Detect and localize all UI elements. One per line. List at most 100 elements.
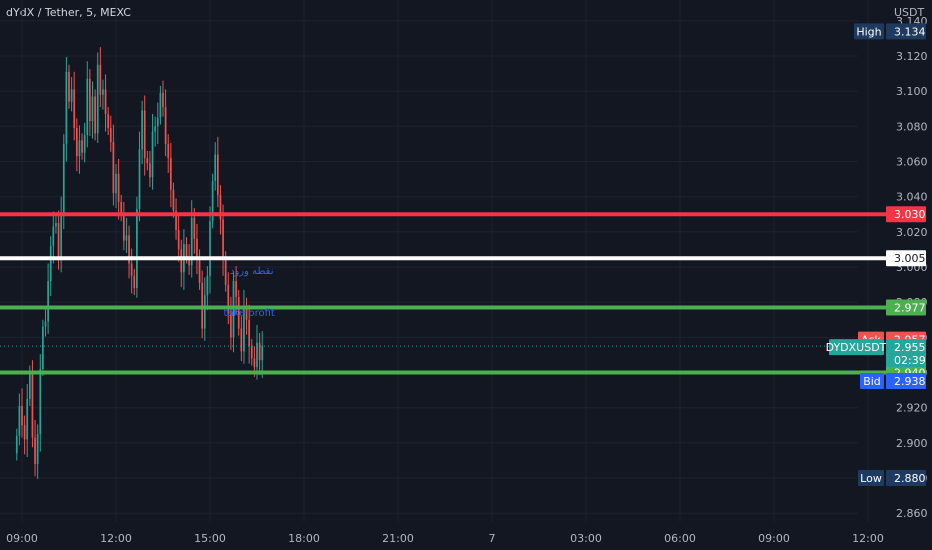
bid-tag-value: 2.938: [894, 375, 926, 388]
candle-body: [159, 92, 162, 118]
candle-body: [81, 140, 83, 153]
price-tags-layer: 3.0303.0052.9772.940High3.134Low2.880Ask…: [826, 23, 926, 487]
y-tick-label: 2.900: [896, 437, 928, 450]
candle-body: [70, 89, 73, 102]
level-tag: [886, 299, 926, 316]
time-axis[interactable]: 09:00 12:00 15:00 18:00 21:00 7 03:00 06:00 09:0…: [6, 532, 884, 545]
candle-body: [52, 226, 55, 246]
candle-body: [237, 296, 240, 329]
candle-body: [117, 173, 120, 202]
candle-body: [248, 319, 251, 347]
level-tag-label: 2.977: [894, 301, 926, 314]
candle-body: [185, 244, 188, 257]
candle-body: [253, 358, 256, 368]
candle-body: [42, 326, 44, 369]
candle-body: [75, 128, 78, 157]
candle-body: [15, 435, 18, 454]
candle-body: [86, 78, 89, 136]
bid-tag-label-box: [860, 373, 884, 390]
candle-body: [250, 346, 253, 359]
candle-body: [164, 106, 167, 144]
candle-body: [136, 208, 138, 289]
candle-body: [89, 78, 91, 122]
candle-body: [261, 346, 264, 361]
candle-body: [125, 235, 128, 241]
candle-body: [245, 307, 248, 320]
y-tick-label: 3.120: [896, 50, 928, 63]
x-tick-label: 06:00: [664, 532, 696, 545]
level-tag-label: 3.005: [894, 252, 926, 265]
candle-body: [243, 307, 245, 352]
symbol-tag-value-box: [886, 339, 926, 368]
candle-body: [49, 245, 52, 282]
candle-body: [94, 96, 96, 134]
high-tag-value-box: [886, 23, 926, 40]
x-tick-label: 12:00: [852, 532, 884, 545]
candle-body: [60, 214, 63, 260]
candles-layer: [15, 47, 264, 479]
candle-body: [138, 149, 141, 209]
candle-body: [162, 92, 164, 107]
candle-body: [26, 398, 29, 440]
candle-body: [133, 275, 136, 289]
x-tick-label: 09:00: [6, 532, 38, 545]
candle-body: [109, 128, 112, 143]
candle-body: [203, 295, 206, 329]
y-tick-label: 3.060: [896, 155, 928, 168]
candle-body: [258, 342, 261, 361]
chart-annotation: take profit: [223, 308, 274, 319]
chart-title: dYdX / Tether, 5, MEXC: [6, 6, 131, 19]
candle-body: [154, 126, 157, 132]
y-tick-label: 3.040: [896, 191, 928, 204]
candle-body: [115, 173, 117, 194]
candle-body: [122, 214, 125, 241]
level-tag-label: 3.030: [894, 208, 926, 221]
high-tag-label-box: [854, 23, 884, 40]
chart-annotation: نقطه ورود: [230, 266, 274, 277]
symbol-tag-label: DYDXUSDT: [826, 341, 887, 354]
candle-body: [146, 157, 149, 164]
candle-body: [28, 372, 31, 399]
x-tick-label: 03:00: [570, 532, 602, 545]
x-tick-label: 15:00: [194, 532, 226, 545]
candle-body: [36, 434, 39, 464]
candle-body: [141, 110, 143, 150]
candle-body: [120, 201, 123, 215]
candle-body: [175, 210, 177, 231]
chart-grid: [0, 0, 869, 522]
candle-body: [99, 64, 102, 95]
candle-body: [65, 71, 68, 144]
candle-body: [209, 221, 211, 276]
candle-body: [172, 189, 175, 211]
candle-body: [198, 256, 201, 283]
candle-body: [240, 328, 243, 352]
candle-body: [216, 154, 219, 195]
x-tick-label: 18:00: [288, 532, 320, 545]
candle-body: [188, 256, 190, 266]
candle-body: [149, 163, 151, 178]
y-tick-label: 2.860: [896, 507, 928, 520]
candle-body: [21, 405, 23, 426]
candle-body: [104, 89, 107, 114]
candle-body: [190, 217, 193, 266]
candle-body: [211, 180, 214, 222]
candle-body: [214, 154, 217, 181]
candle-body: [227, 284, 230, 315]
candle-body: [151, 131, 154, 178]
x-tick-label: 09:00: [758, 532, 790, 545]
candle-body: [128, 235, 130, 264]
candle-body: [91, 96, 94, 122]
candle-body: [235, 281, 237, 297]
candle-body: [23, 425, 26, 440]
candle-body: [206, 275, 209, 296]
y-tick-label: 3.020: [896, 226, 928, 239]
candle-body: [44, 321, 47, 327]
y-tick-label: 3.080: [896, 120, 928, 133]
candle-body: [224, 258, 227, 285]
candle-body: [143, 110, 146, 158]
candle-body: [18, 405, 21, 436]
candle-body: [169, 157, 172, 190]
low-tag-value: 2.880: [894, 472, 926, 485]
candle-body: [62, 143, 65, 215]
